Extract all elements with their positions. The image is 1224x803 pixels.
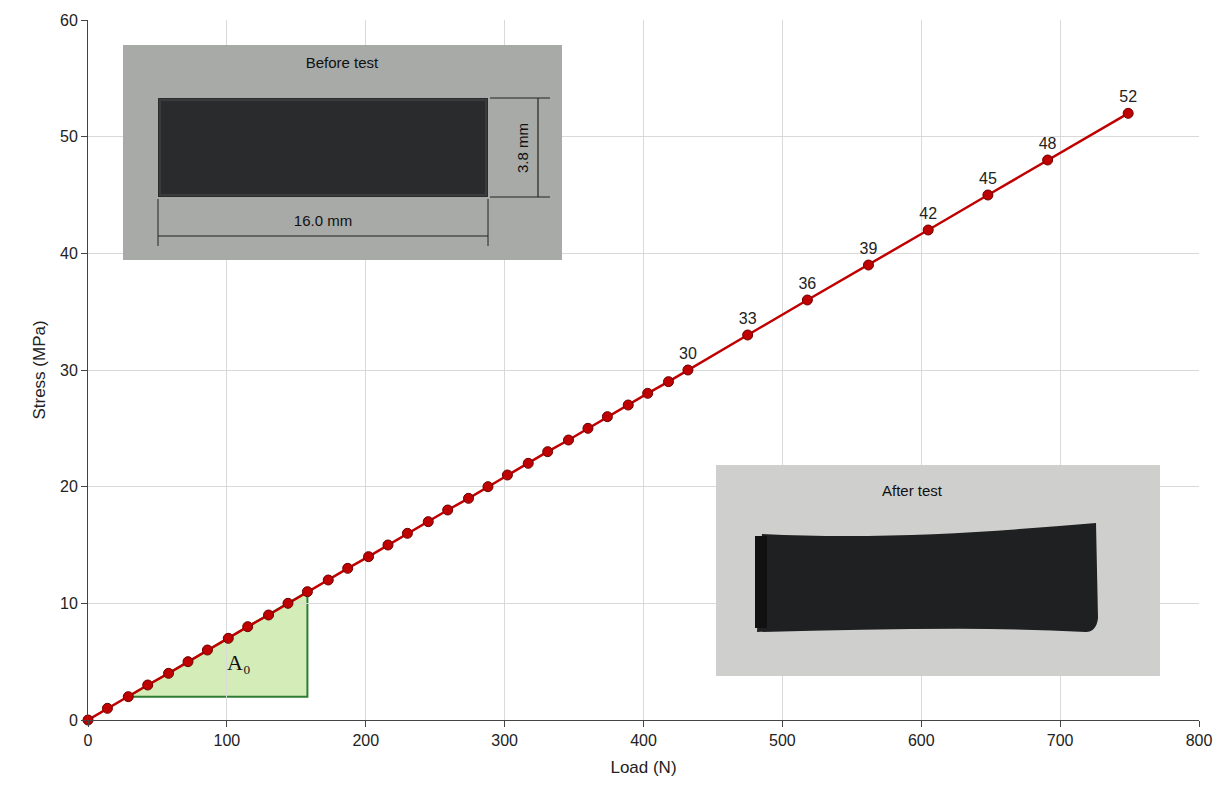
svg-text:60: 60 xyxy=(60,12,78,29)
svg-text:48: 48 xyxy=(1039,135,1057,152)
svg-text:600: 600 xyxy=(908,732,935,749)
svg-text:0: 0 xyxy=(84,732,93,749)
svg-text:200: 200 xyxy=(352,732,379,749)
svg-text:Stress (MPa): Stress (MPa) xyxy=(30,320,49,419)
svg-text:Before test: Before test xyxy=(306,54,379,71)
svg-text:52: 52 xyxy=(1119,88,1137,105)
svg-text:0: 0 xyxy=(69,712,78,729)
svg-text:After test: After test xyxy=(882,482,943,499)
svg-text:A₀: A₀ xyxy=(227,650,251,675)
svg-text:20: 20 xyxy=(60,478,78,495)
svg-text:Load (N): Load (N) xyxy=(610,758,676,777)
svg-text:10: 10 xyxy=(60,595,78,612)
svg-text:33: 33 xyxy=(739,310,757,327)
svg-text:30: 30 xyxy=(679,345,697,362)
svg-text:800: 800 xyxy=(1186,732,1213,749)
svg-text:3.8 mm: 3.8 mm xyxy=(514,123,531,173)
svg-text:100: 100 xyxy=(214,732,241,749)
svg-text:500: 500 xyxy=(769,732,796,749)
svg-text:700: 700 xyxy=(1047,732,1074,749)
svg-text:30: 30 xyxy=(60,362,78,379)
svg-text:42: 42 xyxy=(919,205,937,222)
svg-text:400: 400 xyxy=(630,732,657,749)
svg-text:50: 50 xyxy=(60,128,78,145)
svg-text:36: 36 xyxy=(798,275,816,292)
svg-text:300: 300 xyxy=(491,732,518,749)
svg-text:45: 45 xyxy=(979,170,997,187)
svg-text:39: 39 xyxy=(860,240,878,257)
svg-text:40: 40 xyxy=(60,245,78,262)
svg-text:16.0 mm: 16.0 mm xyxy=(294,212,352,229)
